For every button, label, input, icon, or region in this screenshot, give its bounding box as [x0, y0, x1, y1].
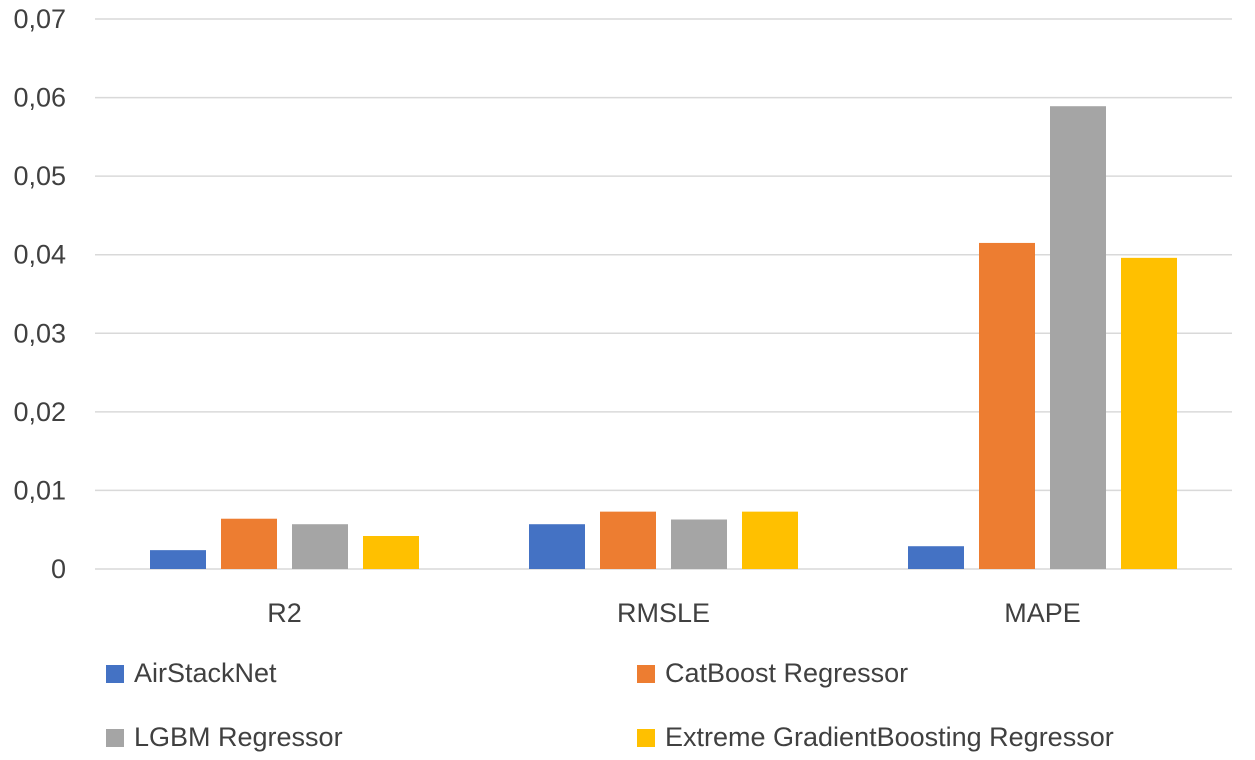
legend-item-lgbm: LGBM Regressor [106, 722, 343, 753]
bar-chart: 0 0,01 0,02 0,03 0,04 0,05 0,06 0,07 R2 RMSLE MAPE [13, 4, 1232, 628]
y-tick-label: 0,05 [13, 161, 66, 191]
bar [529, 524, 585, 569]
x-tick-label: RMSLE [617, 598, 710, 628]
bar [742, 511, 798, 569]
legend-label-lgbm: LGBM Regressor [134, 722, 343, 752]
x-tick-label: R2 [267, 598, 302, 628]
bar [908, 546, 964, 569]
bar [221, 518, 277, 569]
bar [1050, 106, 1106, 569]
bar [671, 519, 727, 569]
legend-item-catboost: CatBoost Regressor [637, 658, 908, 689]
bar [979, 242, 1035, 569]
legend-label-airstacknet: AirStackNet [134, 658, 277, 688]
y-tick-label: 0 [51, 554, 66, 584]
bar [292, 524, 348, 569]
y-tick-label: 0,02 [13, 397, 66, 427]
y-tick-label: 0,06 [13, 83, 66, 113]
x-tick-label: MAPE [1004, 598, 1081, 628]
legend-label-catboost: CatBoost Regressor [665, 658, 909, 688]
bar [150, 550, 206, 569]
legend-swatch-airstacknet [106, 664, 124, 683]
bar [600, 511, 656, 569]
bar [363, 536, 419, 569]
legend-swatch-lgbm [106, 728, 124, 747]
y-tick-label: 0,07 [13, 4, 66, 34]
chart-legend: AirStackNet CatBoost Regressor LGBM Regr… [0, 648, 1255, 760]
y-tick-label: 0,04 [13, 240, 66, 270]
bar [1121, 257, 1177, 569]
y-tick-label: 0,01 [13, 475, 66, 505]
legend-item-airstacknet: AirStackNet [106, 658, 277, 689]
legend-swatch-catboost [637, 664, 655, 683]
legend-label-xgboost: Extreme GradientBoosting Regressor [665, 722, 1114, 752]
legend-item-xgboost: Extreme GradientBoosting Regressor [637, 722, 1114, 753]
legend-swatch-xgboost [637, 728, 655, 747]
y-tick-label: 0,03 [13, 318, 66, 348]
